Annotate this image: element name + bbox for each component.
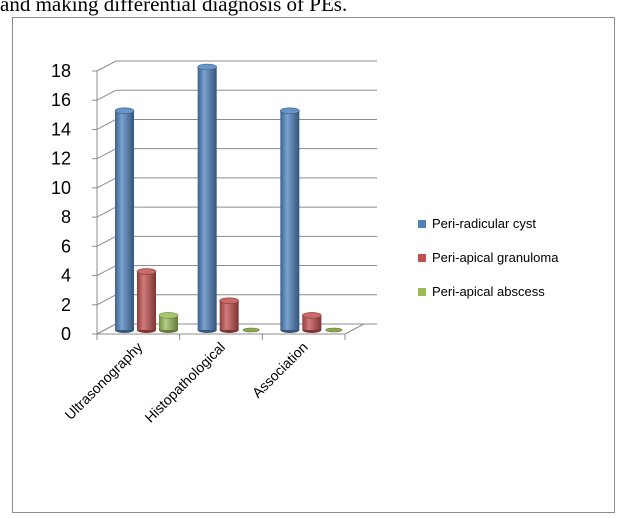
y-tick-label-3: 6 — [61, 236, 71, 256]
legend-label-1: Peri-apical granuloma — [432, 250, 559, 265]
bar-body — [159, 315, 178, 330]
x-category-label-1: Histopathological — [141, 339, 228, 426]
legend-swatch-2 — [418, 288, 426, 296]
bar-top — [302, 312, 322, 319]
x-category-label-0: Ultrasonography — [61, 339, 145, 423]
bar-body — [302, 315, 322, 330]
chart-frame — [12, 17, 615, 513]
y-tick-label-1: 2 — [61, 295, 71, 315]
gridline-left-9 — [96, 60, 117, 72]
bar-1-1 — [219, 297, 239, 333]
gridline-left-1 — [96, 294, 117, 306]
bar-top — [114, 107, 135, 115]
gridline-left-6 — [96, 148, 117, 160]
bar-body — [280, 110, 300, 330]
legend-swatch-1 — [418, 254, 426, 262]
gridline-left-4 — [96, 206, 117, 218]
gridline-left-7 — [96, 119, 117, 130]
y-tick-label-7: 14 — [51, 119, 71, 139]
bar-1-2 — [242, 327, 260, 333]
bar-2-1 — [302, 312, 322, 333]
gridline-left-8 — [96, 89, 117, 101]
legend: Peri-radicular cyst Peri-apical granuloma… — [418, 216, 559, 299]
y-tick-label-6: 12 — [51, 149, 71, 169]
legend-swatch-0 — [418, 220, 426, 228]
y-tick-label-0: 0 — [61, 324, 71, 344]
gridline-left-5 — [96, 177, 117, 189]
bar-body — [197, 67, 217, 330]
y-tick-label-4: 8 — [61, 207, 71, 227]
gridline-left-2 — [96, 265, 117, 276]
bar-top — [158, 312, 179, 319]
bar-top — [136, 268, 157, 275]
bar-0-2 — [158, 312, 179, 333]
bar-top — [280, 107, 300, 115]
y-tick-label-9: 18 — [51, 61, 71, 81]
y-tick-label-2: 4 — [61, 266, 71, 286]
document-text-fragment: and making differential diagnosis of PEs… — [0, 0, 348, 16]
bar-zero-disc — [242, 327, 260, 333]
bar-body — [137, 271, 156, 330]
bar-zero-disc — [325, 327, 343, 333]
gridlines — [96, 60, 377, 335]
bar-2-2 — [325, 327, 343, 333]
legend-label-0: Peri-radicular cyst — [432, 216, 536, 231]
bar-0-1 — [136, 268, 157, 333]
x-category-label-2: Association — [249, 339, 311, 401]
bar-2-0 — [280, 107, 300, 333]
bar-body — [219, 300, 239, 330]
bar-0-0 — [114, 107, 135, 333]
y-tick-label-8: 16 — [51, 90, 71, 110]
bar-1-0 — [197, 63, 217, 333]
y-tick-label-5: 10 — [51, 178, 71, 198]
legend-label-2: Peri-apical abscess — [432, 284, 545, 299]
bar-top — [219, 297, 239, 305]
gridline-left-3 — [96, 235, 117, 247]
bar-body — [115, 110, 134, 330]
bar-top — [197, 63, 217, 71]
